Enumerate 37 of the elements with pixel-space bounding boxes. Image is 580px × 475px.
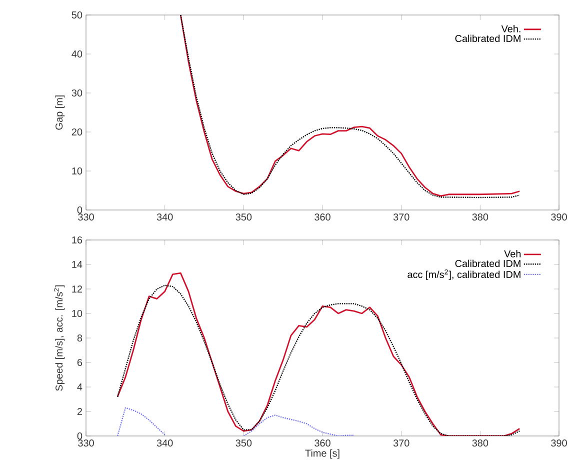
y-tick-label: 0	[77, 432, 82, 440]
x-tick-label: 360	[314, 440, 330, 447]
x-tick-label: 330	[78, 214, 94, 221]
y-axis-title: Gap [m]	[55, 95, 65, 130]
y-tick-label: 4	[77, 384, 82, 390]
y-axis-title: Speed [m/s], acc. [m/s$^{2}$]	[54, 285, 65, 391]
y-tick-label: 40	[72, 50, 82, 58]
x-tick-label: 350	[236, 214, 252, 221]
y-tick-label: 16	[72, 236, 82, 244]
x-tick-label: 340	[156, 214, 173, 221]
x-tick-label: 380	[472, 440, 488, 447]
x-tick-label: 330	[78, 440, 94, 447]
y-tick-label: 14	[72, 261, 82, 268]
x-tick-label: 370	[393, 214, 410, 221]
legend-label: Veh	[504, 250, 521, 258]
x-tick-label: 390	[551, 214, 567, 221]
y-tick-label: 8	[77, 334, 82, 342]
y-tick-label: 2	[77, 408, 82, 415]
y-tick-label: 20	[72, 128, 82, 136]
legend-label: Calibrated IDM	[455, 260, 520, 268]
y-tick-label: 12	[72, 286, 82, 292]
y-tick-label: 30	[72, 89, 82, 97]
y-tick-label: 6	[77, 358, 82, 366]
y-tick-label: 0	[77, 206, 82, 214]
x-tick-label: 340	[156, 440, 173, 447]
x-tick-label: 390	[551, 440, 567, 447]
x-tick-label: 350	[236, 440, 252, 447]
x-tick-label: 370	[393, 440, 410, 447]
legend-label: acc [m/s$^{2}$], calibrated IDM	[408, 269, 520, 280]
x-tick-label: 360	[314, 214, 330, 221]
y-tick-label: 50	[72, 11, 82, 19]
x-tick-label: 380	[472, 214, 488, 221]
legend-label: Calibrated IDM	[455, 34, 520, 42]
x-axis-title: Time [s]	[305, 449, 340, 459]
legend-label: Veh.	[501, 25, 520, 32]
y-tick-label: 10	[72, 310, 82, 318]
y-tick-label: 10	[72, 167, 82, 175]
